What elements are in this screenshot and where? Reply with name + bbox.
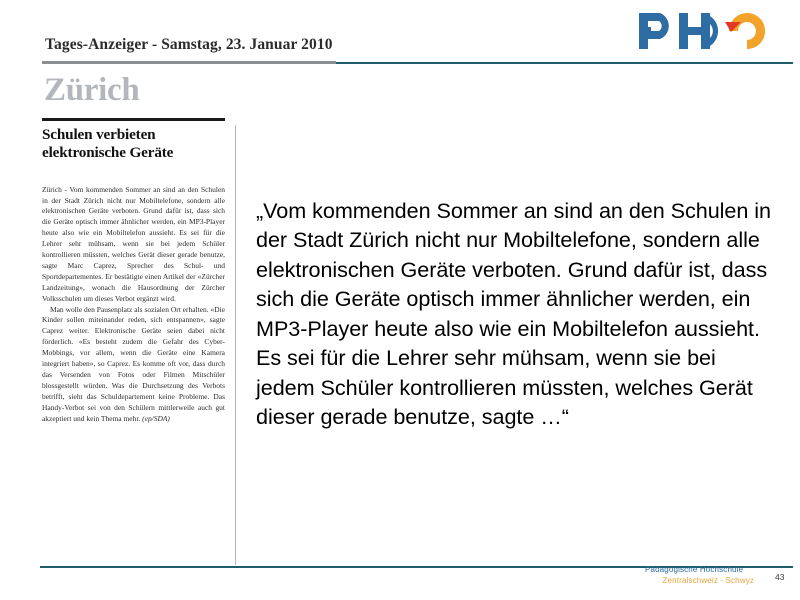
- footer-brand: Pädagogische Hochschule Zentralschweiz -…: [645, 564, 755, 587]
- section-title: Zürich: [44, 72, 140, 108]
- clipping-body: Zürich - Vom kommenden Sommer an sind an…: [42, 185, 225, 425]
- header-divider-line: [336, 62, 793, 64]
- clipping-top-rule: [42, 118, 225, 121]
- newspaper-masthead: Tages-Anzeiger - Samstag, 23. Januar 201…: [45, 36, 333, 53]
- masthead-rule: [42, 61, 336, 64]
- clipping-paragraph: Zürich - Vom kommenden Sommer an sind an…: [42, 184, 225, 303]
- footer-brand-line1: Pädagogische Hochschule: [645, 565, 744, 574]
- clipping-paragraph-text: Man wolle den Pausenplatz als sozialen O…: [42, 304, 225, 423]
- clipping-column-divider: [235, 125, 236, 565]
- newspaper-clipping: Schulen verbieten elektronische Geräte Z…: [42, 118, 225, 425]
- clipping-source: (ep/SDA): [142, 413, 170, 423]
- pull-quote: „Vom kommenden Sommer an sind an den Sch…: [256, 198, 771, 430]
- footer-divider-line: [40, 566, 793, 568]
- footer-brand-line2: Zentralschweiz - Schwyz: [662, 576, 754, 586]
- clipping-headline: Schulen verbieten elektronische Geräte: [42, 125, 174, 162]
- clipping-paragraph: Man wolle den Pausenplatz als sozialen O…: [42, 305, 225, 425]
- phz-logo: [637, 8, 767, 54]
- page-number: 43: [775, 572, 785, 582]
